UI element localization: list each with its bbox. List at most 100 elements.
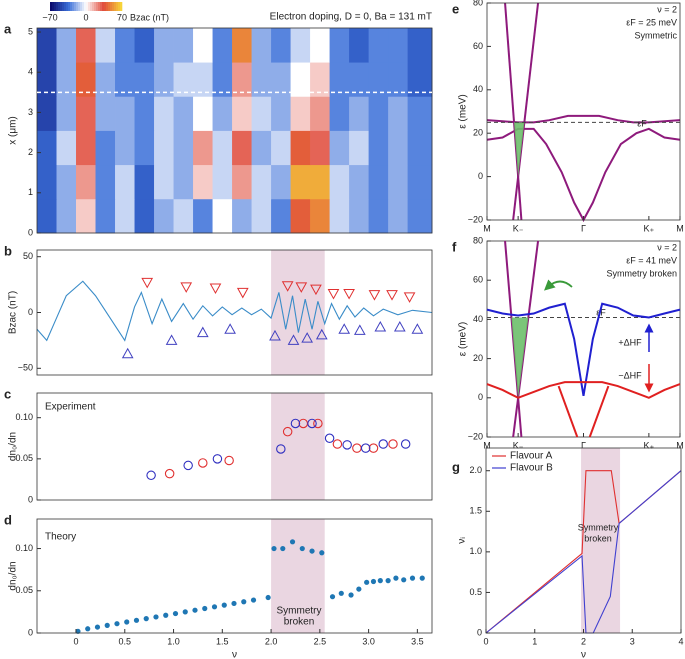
colorbar-step <box>110 2 113 11</box>
colorbar-step <box>120 2 123 11</box>
heatmap-cell <box>95 198 116 234</box>
y-axis-label: dn₀/dn <box>8 432 19 461</box>
heatmap-cell <box>290 28 311 63</box>
heatmap-cell <box>115 28 135 63</box>
shaded-region <box>271 519 325 633</box>
annotation: +ΔHF <box>618 337 642 347</box>
heatmap-cell <box>388 164 409 200</box>
heatmap-cell <box>368 130 389 166</box>
heatmap-cell <box>232 28 252 63</box>
y-tick-label: −20 <box>468 214 483 224</box>
annotation: ν = 2 <box>657 4 677 14</box>
x-tick-label: M <box>676 440 684 450</box>
heatmap-cell <box>193 130 213 166</box>
point <box>282 426 293 437</box>
point <box>153 614 159 620</box>
heatmap-cell <box>349 130 370 166</box>
x-tick-label: 2.0 <box>265 636 278 646</box>
triangle <box>343 289 355 300</box>
heatmap-cell <box>290 96 311 131</box>
point <box>164 468 175 479</box>
heatmap-cell <box>368 198 389 234</box>
curve <box>504 240 523 438</box>
annotation: Theory <box>45 532 76 543</box>
panel-label: e <box>452 1 459 16</box>
x-tick-label: 3.5 <box>411 636 424 646</box>
point <box>276 444 286 454</box>
heatmap-cell <box>56 164 77 200</box>
heatmap-cell <box>310 198 330 234</box>
heatmap-cell <box>56 28 77 63</box>
colorbar-step <box>98 2 101 11</box>
heatmap-cell <box>37 96 57 131</box>
heatmap-cell <box>95 28 116 63</box>
heatmap-cell <box>212 130 233 166</box>
triangle <box>287 334 300 345</box>
point <box>124 619 130 625</box>
triangle <box>310 284 322 296</box>
curve <box>36 280 433 342</box>
point <box>265 594 271 601</box>
y-tick-label: 0 <box>478 392 483 402</box>
y-tick-label: −20 <box>468 431 483 441</box>
triangle <box>353 324 366 335</box>
shaded-region <box>271 393 325 500</box>
triangle <box>374 320 387 332</box>
colorbar-step <box>70 2 73 11</box>
panel-label: f <box>452 239 457 254</box>
point <box>212 454 223 464</box>
colorbar-step <box>92 2 95 11</box>
chart-title: Electron doping, D = 0, Ba = 131 mT <box>270 12 432 23</box>
y-axis-label: νᵢ <box>457 537 468 544</box>
x-tick-label: Γ <box>581 223 586 233</box>
heatmap-cell <box>349 28 370 63</box>
y-axis-label: Bzac (nT) <box>8 291 19 334</box>
annotation: Symmetry broken <box>606 268 677 278</box>
heatmap-cell <box>388 62 409 97</box>
heatmap-cell <box>95 130 116 166</box>
point <box>192 607 198 613</box>
heatmap-cell <box>173 198 194 234</box>
heatmap-cell <box>368 62 389 97</box>
colorbar-step <box>118 2 121 11</box>
annotation: Experiment <box>45 402 96 413</box>
y-tick-label: 0.10 <box>15 543 33 553</box>
y-tick-label: 60 <box>473 41 483 51</box>
x-tick-label: K₊ <box>643 440 654 450</box>
heatmap-cell <box>56 130 77 166</box>
heatmap-cell <box>329 96 350 131</box>
heatmap-cell <box>95 62 116 97</box>
heatmap-cell <box>56 198 77 234</box>
y-tick-label: 2.0 <box>469 465 482 475</box>
point <box>198 458 208 468</box>
point <box>352 443 362 453</box>
point <box>332 439 343 449</box>
heatmap-cell <box>310 62 330 97</box>
heatmap-cell <box>134 96 155 131</box>
colorbar-label: Bzac (nT) <box>130 12 169 22</box>
y-tick-label: 1.0 <box>469 546 482 556</box>
point <box>202 605 208 612</box>
curve <box>504 2 523 221</box>
point <box>94 624 101 630</box>
point <box>163 612 169 618</box>
colorbar-step <box>50 2 53 11</box>
heatmap-cell <box>251 164 272 200</box>
frame <box>36 392 433 501</box>
point <box>309 548 315 554</box>
point <box>385 578 391 584</box>
heatmap-cell <box>388 198 409 234</box>
heatmap-cell <box>154 198 174 234</box>
colorbar-step <box>82 2 85 11</box>
colorbar-step <box>64 2 67 11</box>
point <box>280 545 286 552</box>
heatmap-cell <box>368 96 389 131</box>
heatmap-cell <box>193 198 213 234</box>
heatmap-cell <box>154 96 174 131</box>
annotation: broken <box>284 617 315 628</box>
y-axis-label: x (μm) <box>8 116 19 145</box>
heatmap-cell <box>212 198 233 234</box>
annotation: Symmetric <box>635 30 678 40</box>
x-axis-label: ν <box>232 650 237 659</box>
y-tick-label: 0 <box>28 307 33 317</box>
